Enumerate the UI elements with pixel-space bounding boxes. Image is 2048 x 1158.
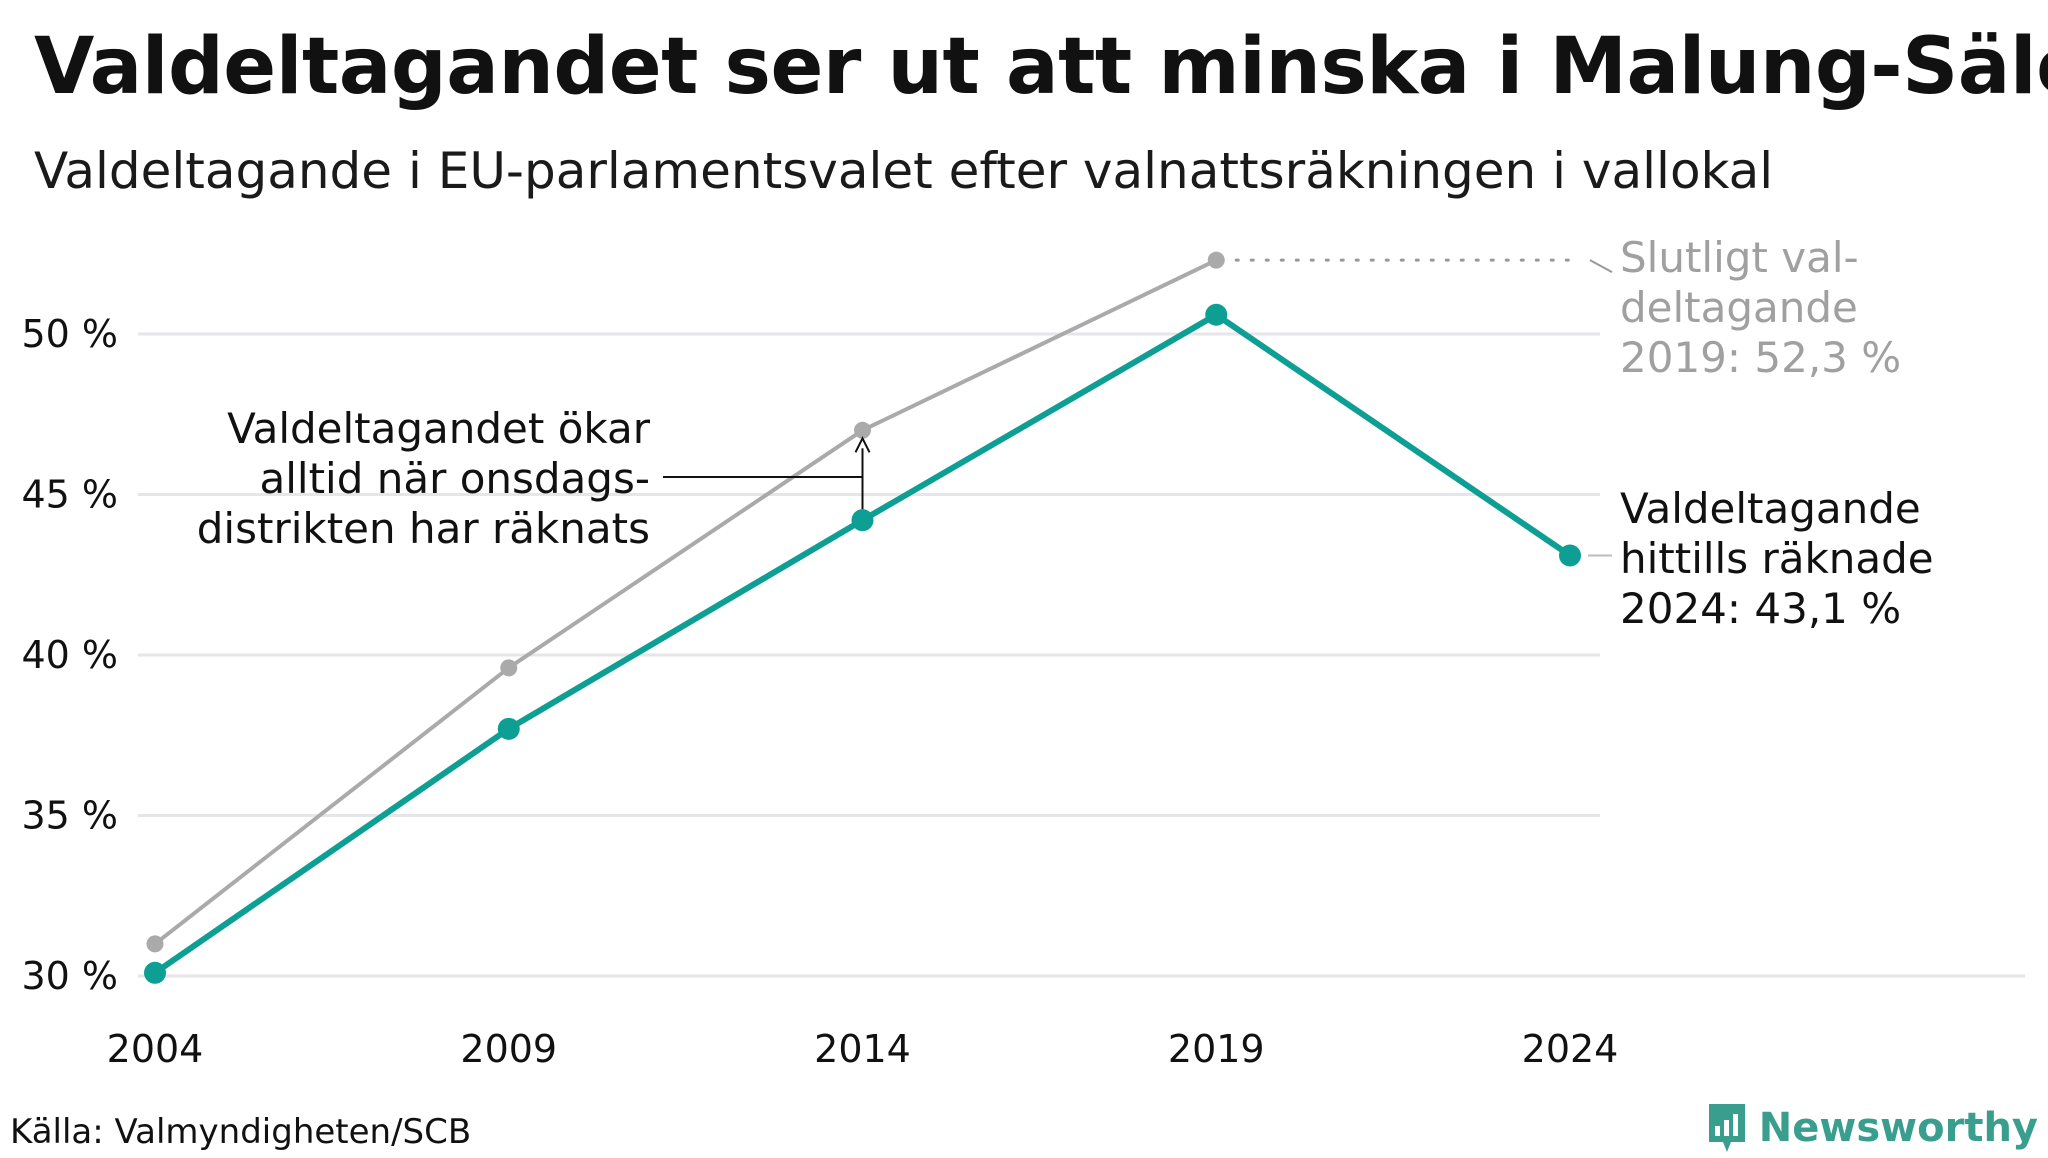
newsworthy-logo-icon [1708,1104,1745,1152]
data-point-final [854,421,871,439]
y-tick-label: 45 % [21,473,118,517]
x-tick-label: 2014 [814,1027,911,1071]
final-annotation-line: Slutligt val- [1620,233,1859,282]
data-point-counted [1205,303,1228,326]
counted-annotation-line: 2024: 43,1 % [1620,584,1901,633]
data-point-final [146,935,164,953]
line-chart: 30 % 35 % 40 % 45 % 50 % 2004 2009 2014 2019 202… [21,233,2025,1071]
chart-subtitle: Valdeltagande i EU-parlamentsvalet efter… [34,142,1774,200]
x-axis-ticks: 2004 2009 2014 2019 2024 [107,1027,1619,1071]
gridlines [138,332,2025,978]
y-tick-label: 30 % [21,954,118,998]
data-point-counted [851,509,874,532]
data-point-counted [144,961,166,984]
gap-arrow-head [854,436,871,453]
final-leader-tick [1589,259,1613,274]
x-tick-label: 2019 [1168,1027,1265,1071]
gap-annotation-line: Valdeltagandet ökar [227,404,651,453]
series-points [144,251,1581,984]
brand-logo: Newsworthy [1705,1098,2038,1158]
gap-annotation-line: alltid när onsdags- [260,454,651,503]
counted-annotation-line: hittills räknade [1620,534,1934,583]
x-tick-label: 2004 [107,1027,204,1071]
x-tick-label: 2024 [1522,1027,1619,1071]
y-axis-ticks: 30 % 35 % 40 % 45 % 50 % [21,312,118,998]
data-point-counted [1559,544,1581,567]
y-tick-label: 35 % [21,794,118,838]
x-tick-label: 2009 [460,1027,557,1071]
series-line-final [153,258,1218,946]
source-note: Källa: Valmyndigheten/SCB [10,1112,472,1152]
data-point-final [500,659,518,677]
counted-annotation-line: Valdeltagande [1620,484,1921,533]
series-lines [153,258,1572,976]
logo-text: Newsworthy [1758,1105,2038,1151]
y-tick-label: 50 % [21,312,118,356]
final-annotation-line: 2019: 52,3 % [1620,333,1901,382]
chart-title: Valdeltagandet ser ut att minska i Malun… [34,22,2048,112]
final-annotation-line: deltagande [1620,283,1858,332]
gap-annotation-line: distrikten har räknats [197,504,650,553]
data-point-counted [497,717,520,740]
y-tick-label: 40 % [21,633,118,677]
data-point-final [1207,251,1225,269]
